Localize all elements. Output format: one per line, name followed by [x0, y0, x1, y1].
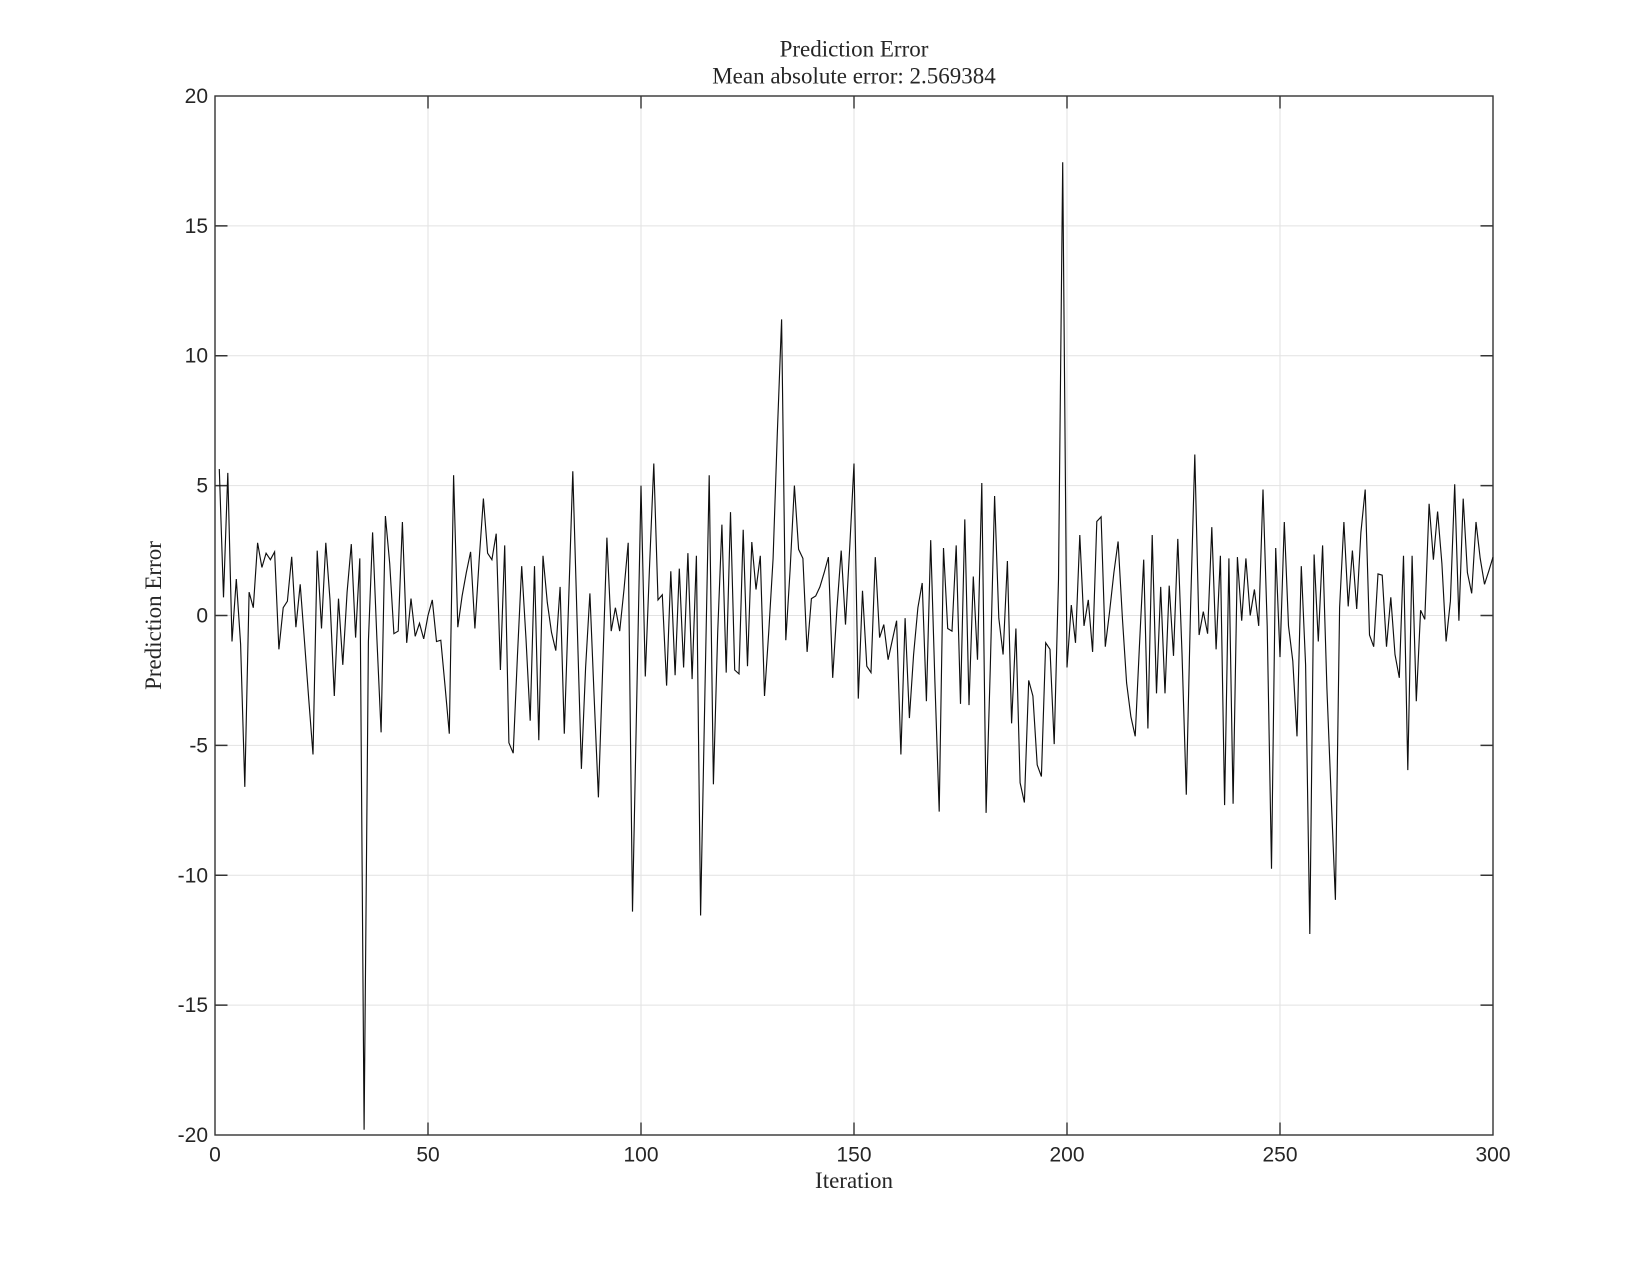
svg-text:250: 250	[1262, 1143, 1297, 1166]
svg-text:200: 200	[1049, 1143, 1084, 1166]
svg-text:5: 5	[196, 475, 208, 498]
svg-text:-15: -15	[178, 994, 208, 1017]
svg-text:150: 150	[836, 1143, 871, 1166]
svg-text:50: 50	[416, 1143, 439, 1166]
svg-text:0: 0	[196, 605, 208, 628]
svg-text:10: 10	[185, 345, 208, 368]
svg-text:Iteration: Iteration	[815, 1168, 893, 1193]
svg-text:100: 100	[623, 1143, 658, 1166]
svg-text:Mean absolute error: 2.569384: Mean absolute error: 2.569384	[712, 64, 996, 89]
svg-text:Prediction Error: Prediction Error	[141, 541, 166, 690]
svg-text:Prediction Error: Prediction Error	[780, 36, 929, 61]
svg-text:15: 15	[185, 215, 208, 238]
svg-text:-20: -20	[178, 1124, 208, 1147]
svg-text:-5: -5	[189, 734, 208, 757]
svg-text:300: 300	[1475, 1143, 1510, 1166]
svg-text:20: 20	[185, 85, 208, 108]
svg-text:-10: -10	[178, 864, 208, 887]
svg-text:0: 0	[209, 1143, 221, 1166]
